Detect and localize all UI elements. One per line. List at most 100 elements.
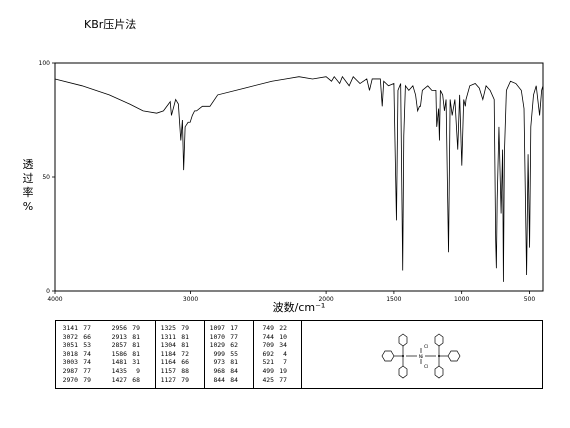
peak-wavenumber: 2970 (62, 375, 78, 384)
page-title: KBr压片法 (84, 18, 137, 31)
table-divider (155, 321, 156, 388)
peak-row: 1127 79 (158, 376, 189, 385)
peak-table-column: 2956 79 2913 81 2857 81 1586 81 1481 31 1435 9 1427 6… (109, 324, 140, 384)
y-axis-label: 透 过 率 % (23, 158, 34, 213)
peak-row: 3018 74 (60, 350, 91, 359)
peak-transmittance: 77 (83, 366, 91, 375)
peak-wavenumber: 1586 (111, 349, 127, 358)
peak-transmittance: 79 (83, 375, 91, 384)
peak-wavenumber: 1311 (160, 332, 176, 341)
peak-transmittance: 77 (230, 332, 238, 341)
peak-wavenumber: 973 (213, 358, 225, 367)
peak-row: 2987 77 (60, 367, 91, 376)
peak-wavenumber: 1325 (160, 324, 176, 332)
peak-row: 2857 81 (109, 341, 140, 350)
peak-wavenumber: 1164 (160, 358, 176, 367)
nickel-atom: Ni (419, 354, 424, 360)
peak-transmittance: 72 (181, 349, 189, 358)
x-tick-label: 1500 (386, 296, 401, 303)
peak-wavenumber: 2857 (111, 341, 127, 350)
table-divider (253, 321, 254, 388)
peak-table: 3141 77 3072 66 3051 53 3018 74 3003 74 2987 77 2970… (55, 320, 543, 389)
y-axis-label-char-1: 透 (23, 158, 34, 171)
peak-transmittance: 74 (83, 358, 91, 367)
peak-wavenumber: 1157 (160, 366, 176, 375)
chlorine-atom-bottom: Cl (424, 364, 428, 370)
peak-transmittance: 10 (279, 332, 287, 341)
x-tick-label: 3000 (183, 296, 198, 303)
peak-wavenumber: 999 (213, 349, 225, 358)
peak-wavenumber: 1481 (111, 358, 127, 367)
peak-wavenumber: 1427 (111, 375, 127, 384)
peak-transmittance: 88 (181, 366, 189, 375)
peak-transmittance: 77 (279, 375, 287, 384)
peak-table-column: 1097 17 1070 77 1029 62 999 55 973 81 968 84 844 84 (207, 324, 238, 384)
y-axis-label-char-3: 率 (23, 185, 34, 199)
peak-row: 844 84 (207, 376, 238, 385)
peak-row: 1164 66 (158, 358, 189, 367)
peak-transmittance: 66 (181, 358, 189, 367)
peak-transmittance: 81 (132, 332, 140, 341)
peak-transmittance: 34 (279, 341, 287, 350)
peak-transmittance: 79 (132, 324, 140, 332)
peak-wavenumber: 425 (262, 375, 274, 384)
peak-transmittance: 17 (230, 324, 238, 332)
y-tick-label: 0 (46, 288, 50, 295)
peak-row: 1070 77 (207, 333, 238, 342)
peak-transmittance: 81 (132, 341, 140, 350)
peak-transmittance: 66 (83, 332, 91, 341)
peak-row: 3003 74 (60, 358, 91, 367)
peak-wavenumber: 3051 (62, 341, 78, 350)
peak-row: 2956 79 (109, 324, 140, 333)
peak-row: 2913 81 (109, 333, 140, 342)
peak-row: 2970 79 (60, 376, 91, 385)
x-tick-label: 500 (524, 296, 536, 303)
peak-row: 744 10 (256, 333, 287, 342)
peak-row: 3072 66 (60, 333, 91, 342)
x-axis-ticks: 4000 3000 2000 1500 1000 500 (47, 291, 535, 303)
y-tick-label: 50 (42, 174, 50, 181)
peak-row: 521 7 (256, 358, 287, 367)
peak-wavenumber: 692 (262, 349, 274, 358)
y-axis-label-char-4: % (23, 200, 33, 213)
peak-transmittance: 74 (83, 349, 91, 358)
peak-row: 1481 31 (109, 358, 140, 367)
peak-wavenumber: 1435 (111, 366, 127, 375)
peak-wavenumber: 2913 (111, 332, 127, 341)
peak-row: 3141 77 (60, 324, 91, 333)
plot-frame (54, 62, 544, 292)
peak-row: 999 55 (207, 350, 238, 359)
peak-transmittance: 84 (230, 366, 238, 375)
x-tick-label: 2000 (318, 296, 333, 303)
peak-transmittance: 22 (279, 324, 287, 332)
peak-wavenumber: 968 (213, 366, 225, 375)
peak-wavenumber: 3018 (62, 349, 78, 358)
peak-row: 1097 17 (207, 324, 238, 333)
peak-transmittance: 68 (132, 375, 140, 384)
peak-row: 425 77 (256, 376, 287, 385)
peak-row: 1435 9 (109, 367, 140, 376)
peak-wavenumber: 3003 (62, 358, 78, 367)
peak-transmittance: 81 (230, 358, 238, 367)
peak-row: 968 84 (207, 367, 238, 376)
peak-row: 1325 79 (158, 324, 189, 333)
peak-row: 3051 53 (60, 341, 91, 350)
peak-transmittance: 81 (181, 332, 189, 341)
peak-wavenumber: 744 (262, 332, 274, 341)
peak-row: 692 4 (256, 350, 287, 359)
x-tick-label: 1000 (454, 296, 469, 303)
peak-transmittance: 31 (132, 358, 140, 367)
peak-row: 1427 68 (109, 376, 140, 385)
peak-wavenumber: 709 (262, 341, 274, 350)
x-axis-label: 波数/cm⁻¹ (273, 301, 326, 314)
x-tick-label: 4000 (47, 296, 62, 303)
peak-row: 973 81 (207, 358, 238, 367)
y-axis-ticks: 0 50 100 (39, 60, 55, 295)
peak-transmittance: 9 (136, 366, 140, 375)
peak-row: 1029 62 (207, 341, 238, 350)
peak-transmittance: 19 (279, 366, 287, 375)
peak-transmittance: 53 (83, 341, 91, 350)
chlorine-atom-top: Cl (424, 344, 428, 350)
peak-wavenumber: 749 (262, 324, 274, 332)
peak-wavenumber: 2987 (62, 366, 78, 375)
